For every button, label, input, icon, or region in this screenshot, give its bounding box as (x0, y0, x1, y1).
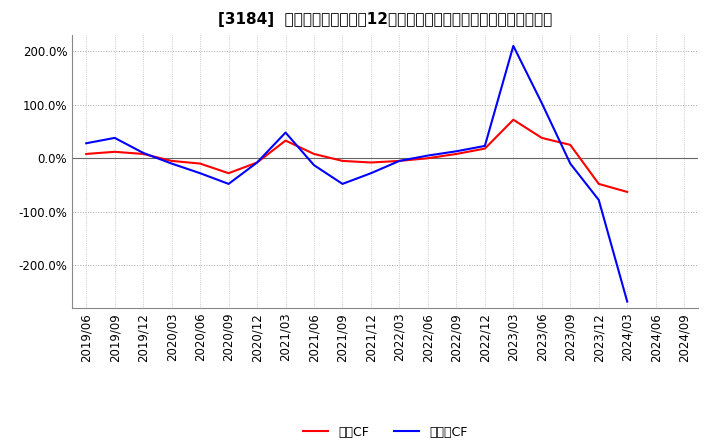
フリーCF (253, 160, 261, 165)
営業CF (139, 151, 148, 157)
営業CF (452, 151, 461, 157)
営業CF (225, 171, 233, 176)
フリーCF (537, 100, 546, 106)
営業CF (196, 161, 204, 166)
フリーCF (338, 181, 347, 187)
営業CF (423, 156, 432, 161)
フリーCF (196, 171, 204, 176)
フリーCF (110, 135, 119, 140)
フリーCF (480, 143, 489, 149)
フリーCF (395, 158, 404, 164)
営業CF (110, 149, 119, 154)
Title: [3184]  キャッシュフローの12か月移動合計の対前年同期増減率の推移: [3184] キャッシュフローの12か月移動合計の対前年同期増減率の推移 (218, 12, 552, 27)
フリーCF (566, 161, 575, 166)
営業CF (338, 158, 347, 164)
フリーCF (82, 141, 91, 146)
営業CF (623, 189, 631, 194)
フリーCF (366, 171, 375, 176)
Line: フリーCF: フリーCF (86, 46, 627, 301)
営業CF (82, 151, 91, 157)
営業CF (566, 142, 575, 147)
フリーCF (225, 181, 233, 187)
Line: 営業CF: 営業CF (86, 120, 627, 192)
フリーCF (595, 197, 603, 202)
フリーCF (423, 153, 432, 158)
営業CF (310, 151, 318, 157)
Legend: 営業CF, フリーCF: 営業CF, フリーCF (298, 421, 472, 440)
営業CF (282, 138, 290, 143)
フリーCF (139, 150, 148, 155)
営業CF (509, 117, 518, 122)
営業CF (480, 146, 489, 151)
営業CF (366, 160, 375, 165)
営業CF (537, 135, 546, 140)
フリーCF (310, 162, 318, 168)
フリーCF (509, 43, 518, 48)
フリーCF (623, 299, 631, 304)
営業CF (595, 181, 603, 187)
フリーCF (282, 130, 290, 135)
営業CF (253, 160, 261, 165)
営業CF (167, 158, 176, 164)
フリーCF (167, 161, 176, 166)
営業CF (395, 158, 404, 164)
フリーCF (452, 149, 461, 154)
